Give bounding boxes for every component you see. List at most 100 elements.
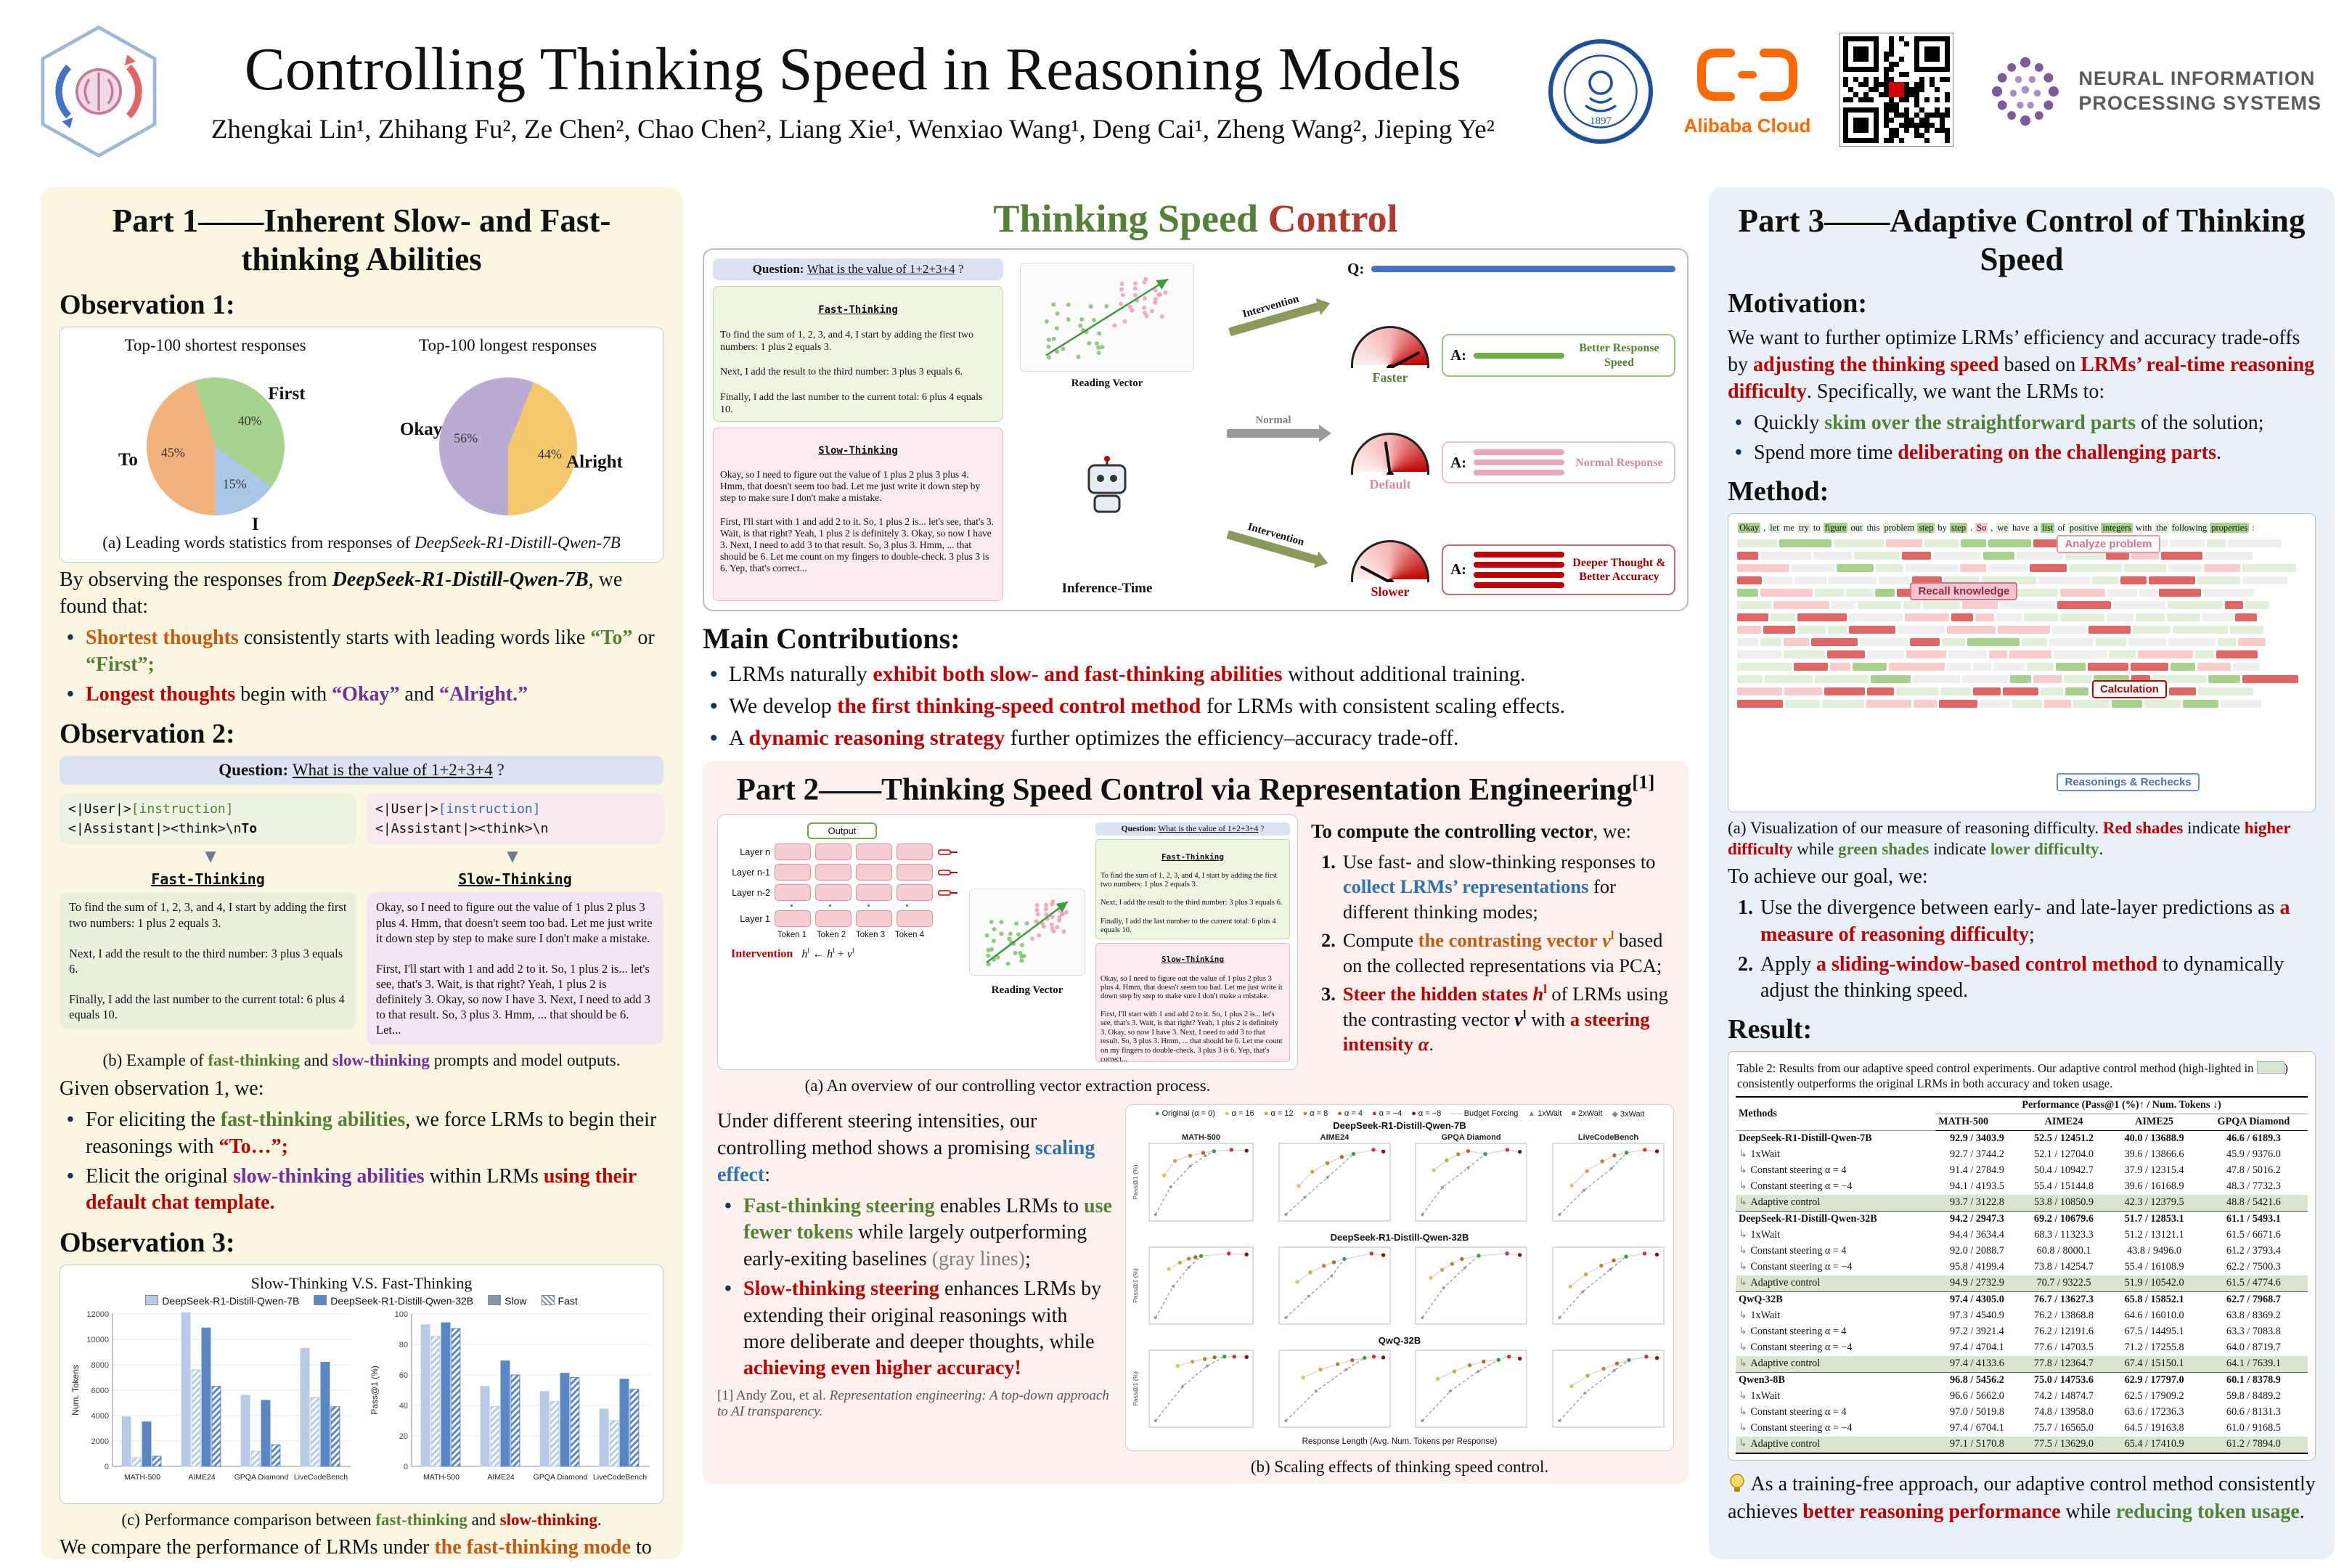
- motivation-bullet-deliberate: Spend more time deliberating on the chal…: [1728, 440, 2316, 467]
- part1-conclusion: We compare the performance of LRMs under…: [60, 1536, 652, 1559]
- tsc-examples: Question: What is the value of 1+2+3+4 ?…: [713, 258, 1003, 601]
- legend-item: ● α = 4: [1337, 1109, 1363, 1119]
- heatmap-row: [1737, 699, 2306, 708]
- slow-thinking-box: Slow-Thinking Okay, so I need to figure …: [713, 427, 1003, 601]
- difficulty-word: this: [1866, 522, 1880, 533]
- pie-group-longest: Top-100 longest responses 56% Okay 44% Alri…: [362, 336, 654, 526]
- figure-prompt-example: Question: What is the value of 1+2+3+4 ?…: [60, 756, 663, 1071]
- scaling-text: Under different steering intensities, ou…: [717, 1104, 1112, 1478]
- scaling-plot: [1543, 1243, 1667, 1334]
- chat-template-slow: <|User|>[instruction] <|Assistant|><thin…: [367, 793, 663, 845]
- part2-section: Part 2——Thinking Speed Control via Repre…: [703, 761, 1689, 1484]
- down-arrow-icon: ▼: [503, 846, 522, 867]
- svg-text:0: 0: [105, 1463, 109, 1471]
- difficulty-word: out: [1849, 522, 1864, 533]
- table-caption: Table 2: Results from our adaptive speed…: [1737, 1061, 2288, 1091]
- caption-3a: (a) Visualization of our measure of reas…: [1728, 818, 2291, 858]
- question-bar: Question: What is the value of 1+2+3+4 ?: [1095, 822, 1290, 836]
- takeaway-note: As a training-free approach, our adaptiv…: [1728, 1472, 2316, 1523]
- achieve-step-2: 2. Apply a sliding-window-based control m…: [1738, 953, 2284, 1003]
- difficulty-word: ,: [1990, 522, 1993, 533]
- scaling-plot: [1405, 1346, 1530, 1437]
- svg-text:Pass@1 (%): Pass@1 (%): [369, 1365, 380, 1415]
- svg-text:12000: 12000: [86, 1310, 109, 1319]
- contribution-3: A dynamic reasoning strategy further opt…: [703, 724, 1689, 752]
- question-bar: Question: What is the value of 1+2+3+4 ?: [713, 258, 1003, 280]
- layer-diagram: Output Layer n Layer n-1: [725, 822, 959, 1062]
- table-row: Constant steering α = −497.4 / 6704.175.…: [1736, 1421, 2308, 1437]
- table-col-bench: MATH-500: [1935, 1114, 2019, 1131]
- fast-thinking-mini: Fast-Thinking To find the sum of 1, 2, 3…: [1095, 839, 1290, 939]
- svg-text:LiveCodeBench: LiveCodeBench: [294, 1473, 348, 1482]
- scaling-plot: [1405, 1243, 1530, 1334]
- fast-thinking-label: Fast-Thinking: [151, 870, 265, 889]
- reading-vector-scatter: [969, 888, 1085, 979]
- chat-template-fast: <|User|>[instruction] <|Assistant|><thin…: [60, 793, 356, 845]
- intervention-arrow-down: Intervention: [1209, 512, 1338, 576]
- pie-title: Top-100 shortest responses: [124, 336, 306, 355]
- normal-arrow: Normal: [1211, 415, 1336, 445]
- given-bullet-slow: Elicit the original slow-thinking abilit…: [60, 1164, 663, 1217]
- svg-text:LiveCodeBench: LiveCodeBench: [593, 1473, 647, 1482]
- down-arrows: ▼ ▼: [60, 846, 663, 867]
- header-logos: 1897 Alibaba Cloud: [1546, 32, 2322, 150]
- slow-thinking-column: Slow-Thinking Okay, so I need to figure …: [367, 869, 663, 1045]
- difficulty-word: Okay: [1738, 522, 1761, 533]
- legend-item: – – Budget Forcing: [1450, 1109, 1519, 1119]
- layer-row: Layer 1: [725, 910, 959, 928]
- heatmap-row: [1737, 588, 2306, 597]
- down-arrow-icon: ▼: [201, 846, 220, 867]
- compute-step-1: 1. Use fast- and slow-thinking responses …: [1321, 850, 1656, 923]
- scaling-bullet-fast: Fast-thinking steering enables LRMs to u…: [717, 1193, 1112, 1273]
- ellipsis-dots: [725, 905, 959, 907]
- bar-chart-legend: DeepSeek-R1-Distill-Qwen-7B DeepSeek-R1-…: [69, 1294, 654, 1307]
- neurips-dots-icon: [1992, 57, 2059, 126]
- reading-vector-scatter: [1020, 263, 1194, 375]
- difficulty-word: a: [2032, 522, 2040, 533]
- svg-text:20: 20: [399, 1432, 408, 1441]
- scaling-row-model: DeepSeek-R1-Distill-Qwen-32B: [1330, 1232, 1469, 1244]
- part3-column: Part 3——Adaptive Control of Thinking Spe…: [1709, 187, 2335, 1559]
- speed-row-faster: Faster A: Better Response Speed: [1347, 325, 1675, 385]
- fast-thinking-box: Fast-Thinking To find the sum of 1, 2, 3…: [713, 286, 1003, 422]
- svg-text:80: 80: [399, 1341, 408, 1349]
- legend-item: Fast: [541, 1294, 578, 1307]
- svg-text:Pass@1 (%): Pass@1 (%): [1132, 1164, 1139, 1199]
- svg-text:Num. Tokens: Num. Tokens: [70, 1365, 81, 1416]
- intervention-arrow-up: Intervention: [1209, 284, 1338, 348]
- result-heading: Result:: [1728, 1013, 1813, 1045]
- poster-title: Controlling Thinking Speed in Reasoning …: [244, 36, 1461, 104]
- caption-b: (b) Example of fast-thinking and slow-th…: [102, 1051, 621, 1070]
- syringe-icon: [938, 849, 957, 855]
- main-contributions-heading: Main Contributions:: [703, 622, 960, 655]
- syringe-icon: [938, 890, 957, 896]
- figure-bar-comparison: Slow-Thinking V.S. Fast-Thinking DeepSee…: [60, 1264, 663, 1504]
- difficulty-word: we: [1996, 522, 2009, 533]
- svg-text:AIME24: AIME24: [188, 1473, 216, 1482]
- footnote-reference: [1] Andy Zou, et al. Representation engi…: [717, 1387, 1109, 1419]
- scaling-plot: [1543, 1346, 1667, 1437]
- bar-chart-title: Slow-Thinking V.S. Fast-Thinking: [250, 1273, 473, 1292]
- heatmap-row: [1737, 625, 2306, 634]
- token-labels: Token 1 Token 2 Token 3 Token 4: [777, 931, 925, 940]
- bar-chart-tokens: 0 2000 4000 6000 8000 10000 12000 MATH-500 AIME2…: [69, 1308, 355, 1495]
- intervention-formula: Intervention hl ← hl + vl: [731, 947, 854, 960]
- bar-chart-pass1: 0 20 40 60 80 100 MATH-500 AIME24 GPQA Diamond Li…: [368, 1308, 654, 1495]
- svg-text:MATH-500: MATH-500: [423, 1473, 460, 1482]
- difficulty-heatmap: [1737, 539, 2306, 708]
- table-row-model: QwQ-32B 97.4 / 4305.0 76.7 / 13627.3 65.8 /…: [1736, 1291, 2308, 1308]
- scaling-plot: LiveCodeBench: [1543, 1131, 1667, 1230]
- caption-a: (a) Leading words statistics from respon…: [102, 533, 621, 552]
- legend-item: ● α = −8: [1411, 1109, 1442, 1119]
- figure-vector-extraction: Output Layer n Layer n-1: [717, 814, 1298, 1097]
- table-col-performance: Performance (Pass@1 (%)↑ / Num. Tokens ↓…: [1935, 1095, 2308, 1114]
- table-row-model: DeepSeek-R1-Distill-Qwen-7B 92.9 / 3403.9…: [1736, 1130, 2308, 1147]
- fast-thinking-label: Fast-Thinking: [818, 304, 898, 317]
- method-heading: Method:: [1728, 475, 1829, 507]
- legend-item: ● α = −4: [1372, 1109, 1402, 1119]
- heatmap-row: [1737, 637, 2306, 646]
- results-table-box: Table 2: Results from our adaptive speed…: [1728, 1050, 2316, 1461]
- achieve-step-1: 1. Use the divergence between early- and …: [1738, 897, 2290, 946]
